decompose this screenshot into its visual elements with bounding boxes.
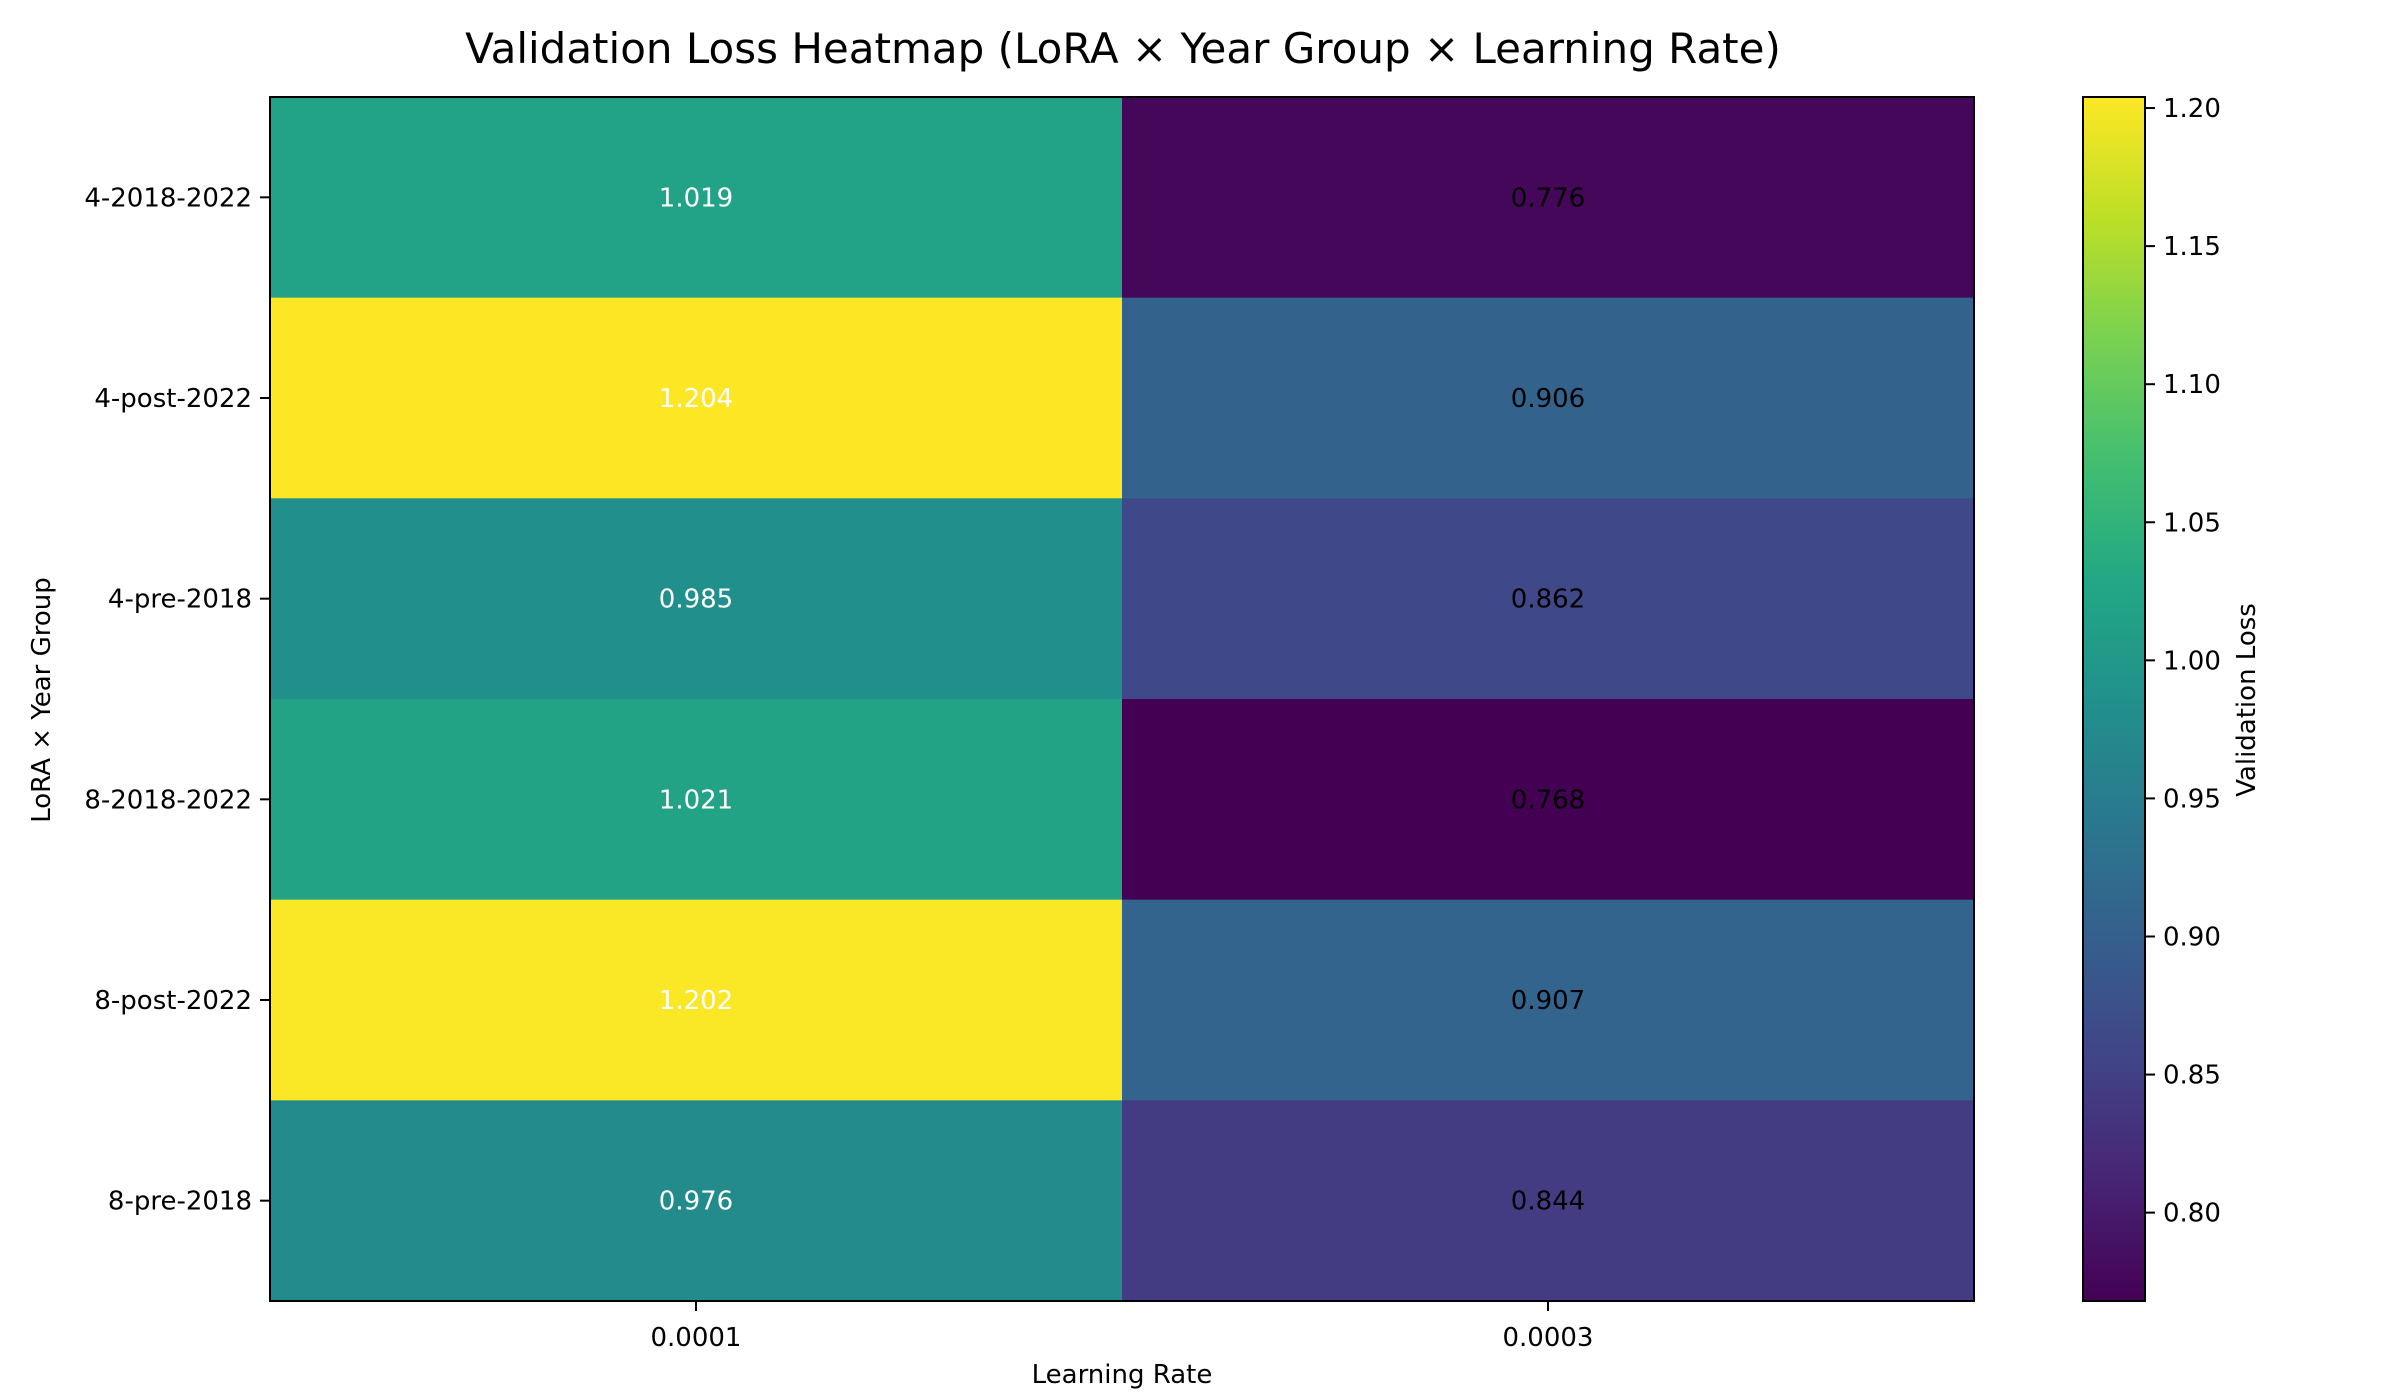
cell-value-label: 1.202 [659, 986, 733, 1016]
colorbar-tick-label: 1.20 [2163, 94, 2221, 124]
heatmap-cell [270, 699, 1123, 901]
colorbar-tick-label: 1.15 [2163, 232, 2221, 262]
cell-value-label: 0.844 [1511, 1187, 1585, 1217]
colorbar-tick-label: 1.05 [2163, 508, 2221, 538]
heatmap-cell [270, 297, 1123, 499]
y-tick-label: 8-pre-2018 [108, 1187, 252, 1217]
cell-value-label: 0.906 [1511, 384, 1585, 414]
heatmap-cell [1122, 97, 1975, 299]
heatmap-cell [1122, 498, 1975, 700]
cell-value-label: 0.985 [659, 585, 733, 615]
colorbar-ticks: 0.80 0.85 0.90 0.95 1.00 1.05 1.10 1.15 1.20 [2145, 94, 2221, 1229]
y-tick-label: 8-post-2022 [94, 986, 252, 1016]
colorbar-tick-label: 0.90 [2163, 922, 2221, 952]
y-tick-label: 8-2018-2022 [84, 785, 252, 815]
y-axis-ticks: 4-2018-2022 4-post-2022 4-pre-2018 8-2018-2… [84, 183, 270, 1217]
cell-value-label: 1.021 [659, 785, 733, 815]
colorbar [2082, 96, 2146, 1302]
y-axis-label: LoRA × Year Group [27, 577, 57, 823]
x-tick-label: 0.0001 [651, 1323, 742, 1353]
heatmap-cell [1122, 699, 1975, 901]
plot-frame [269, 96, 1975, 1302]
heatmap-cell [1122, 297, 1975, 499]
x-tick-label: 0.0003 [1503, 1323, 1594, 1353]
heatmap-cell [270, 899, 1123, 1101]
y-tick-label: 4-pre-2018 [108, 585, 252, 615]
colorbar-tick-label: 0.95 [2163, 784, 2221, 814]
heatmap-cells [270, 97, 1975, 1302]
cell-value-label: 0.768 [1511, 785, 1585, 815]
x-axis-label: Learning Rate [1032, 1360, 1213, 1390]
x-axis-ticks: 0.0001 0.0003 [651, 1301, 1594, 1353]
chart-title: Validation Loss Heatmap (LoRA × Year Gro… [465, 24, 1781, 73]
y-tick-label: 4-2018-2022 [84, 183, 252, 213]
cell-value-label: 1.204 [659, 384, 733, 414]
cell-value-label: 0.907 [1511, 986, 1585, 1016]
heatmap-cell [270, 498, 1123, 700]
cell-value-label: 0.976 [659, 1187, 733, 1217]
colorbar-tick-label: 0.85 [2163, 1061, 2221, 1091]
y-tick-label: 4-post-2022 [94, 384, 252, 414]
heatmap-cell [270, 1100, 1123, 1302]
heatmap-cell [1122, 1100, 1975, 1302]
heatmap-cell [270, 97, 1123, 299]
colorbar-tick-label: 1.10 [2163, 370, 2221, 400]
colorbar-tick-label: 1.00 [2163, 646, 2221, 676]
cell-value-label: 0.776 [1511, 183, 1585, 213]
colorbar-tick-label: 0.80 [2163, 1199, 2221, 1229]
cell-value-label: 0.862 [1511, 585, 1585, 615]
colorbar-label: Validation Loss [2232, 603, 2262, 797]
cell-value-label: 1.019 [659, 183, 733, 213]
heatmap-cell-labels: 1.019 0.776 1.204 0.906 0.985 0.862 1.021 0.768… [659, 183, 1585, 1216]
heatmap-cell [1122, 899, 1975, 1101]
